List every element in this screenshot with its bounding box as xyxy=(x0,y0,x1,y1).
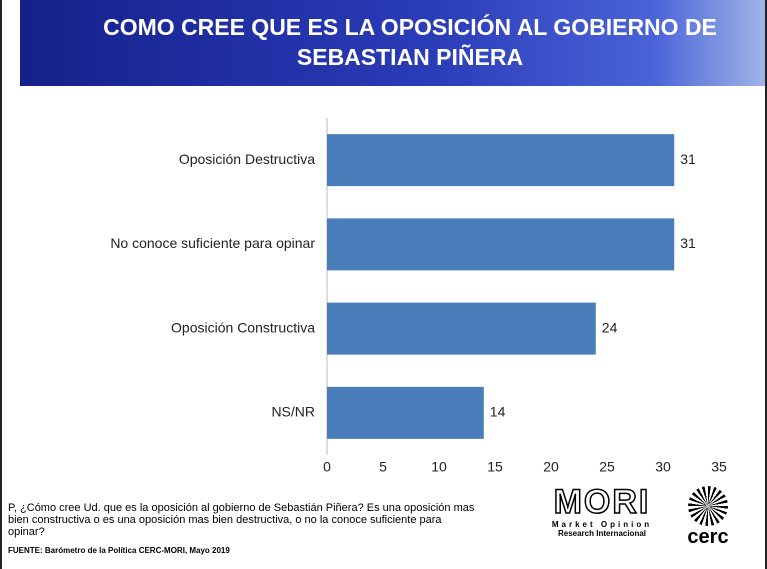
source-note: FUENTE: Barómetro de la Política CERC-MO… xyxy=(8,546,230,555)
y-tick-label: NS/NR xyxy=(271,404,315,420)
slide: COMO CREE QUE ES LA OPOSICIÓN AL GOBIERN… xyxy=(0,0,767,569)
mori-logo: MORI Market Opinion Research Internacion… xyxy=(537,484,667,538)
question-note: P, ¿Cómo cree Ud. que es la oposición al… xyxy=(8,502,478,538)
bar xyxy=(327,303,596,355)
y-tick-label: Oposición Destructiva xyxy=(179,151,315,167)
bar xyxy=(327,134,674,186)
cerc-logo: cerc xyxy=(678,486,738,548)
x-tick-label: 30 xyxy=(655,459,671,475)
mori-logo-line: Market Opinion xyxy=(537,520,667,529)
cerc-logo-text: cerc xyxy=(678,526,738,548)
x-tick-label: 25 xyxy=(599,459,615,475)
x-tick-label: 15 xyxy=(487,459,503,475)
y-tick-label: Oposición Constructiva xyxy=(171,319,315,335)
cerc-logo-icon xyxy=(688,486,728,526)
x-tick-label: 20 xyxy=(543,459,559,475)
x-tick-label: 5 xyxy=(379,459,387,475)
x-tick-label: 0 xyxy=(323,459,331,475)
mori-logo-line: Research Internacional xyxy=(537,529,667,538)
value-label: 31 xyxy=(680,235,696,251)
value-label: 24 xyxy=(602,319,618,335)
x-tick-label: 35 xyxy=(711,459,727,475)
bar xyxy=(327,218,674,270)
value-label: 31 xyxy=(680,151,696,167)
x-tick-label: 10 xyxy=(431,459,447,475)
y-tick-label: No conoce suficiente para opinar xyxy=(110,235,315,251)
mori-logo-text: MORI xyxy=(537,484,667,520)
value-label: 14 xyxy=(490,404,506,420)
bar xyxy=(327,387,484,439)
